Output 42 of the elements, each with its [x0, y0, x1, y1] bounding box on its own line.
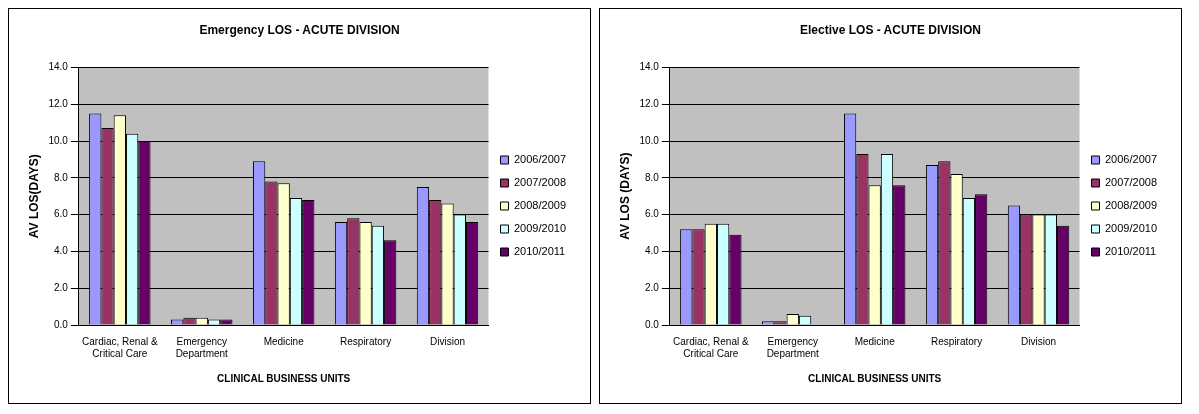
x-axis-title: CLINICAL BUSINESS UNITS	[217, 372, 351, 384]
y-tick-label: 0.0	[53, 318, 69, 330]
y-tick-label: 0.0	[644, 318, 660, 330]
legend-label: 2008/2009	[514, 199, 566, 212]
y-axis-title: AV LOS (DAYS)	[617, 152, 632, 240]
y-tick-label: 14.0	[48, 61, 69, 73]
legend-label: 2009/2010	[514, 222, 566, 235]
x-axis-title: CLINICAL BUSINESS UNITS	[808, 372, 942, 384]
y-tick-label: 8.0	[644, 171, 660, 183]
x-tick-label: Emergency Department	[766, 335, 820, 359]
y-tick-label: 12.0	[48, 97, 69, 109]
legend-label: 2010/2011	[514, 245, 566, 258]
chart-title: Elective LOS - ACUTE DIVISION	[800, 22, 981, 37]
legend-label: 2006/2007	[1105, 153, 1157, 166]
x-tick-label: Respiratory	[340, 335, 392, 347]
legend-label: 2006/2007	[514, 153, 566, 166]
x-tick-label: Emergency Department	[175, 335, 229, 359]
legend-label: 2007/2008	[1105, 176, 1157, 189]
x-tick-label: Respiratory	[931, 335, 983, 347]
x-tick-label: Division	[1021, 335, 1057, 347]
y-tick-label: 2.0	[53, 281, 69, 293]
y-tick-label: 8.0	[53, 171, 69, 183]
y-tick-label: 4.0	[644, 245, 660, 257]
legend-label: 2010/2011	[1105, 245, 1157, 258]
x-tick-label: Cardiac, Renal & Critical Care	[673, 335, 749, 359]
y-tick-label: 10.0	[48, 134, 69, 146]
legend-label: 2007/2008	[514, 176, 566, 189]
y-tick-label: 10.0	[639, 134, 660, 146]
legend-label: 2009/2010	[1105, 222, 1157, 235]
y-tick-label: 14.0	[639, 61, 660, 73]
y-tick-label: 6.0	[53, 208, 69, 220]
x-tick-label: Division	[430, 335, 466, 347]
chart-title: Emergency LOS - ACUTE DIVISION	[199, 22, 400, 37]
x-tick-label: Medicine	[854, 335, 896, 347]
y-tick-label: 12.0	[639, 97, 660, 109]
y-tick-label: 4.0	[53, 245, 69, 257]
legend-label: 2008/2009	[1105, 199, 1157, 212]
y-tick-label: 2.0	[644, 281, 660, 293]
y-axis-title: AV LOS(DAYS)	[26, 154, 41, 239]
y-tick-label: 6.0	[644, 208, 660, 220]
x-tick-label: Cardiac, Renal & Critical Care	[82, 335, 158, 359]
x-tick-label: Medicine	[263, 335, 305, 347]
